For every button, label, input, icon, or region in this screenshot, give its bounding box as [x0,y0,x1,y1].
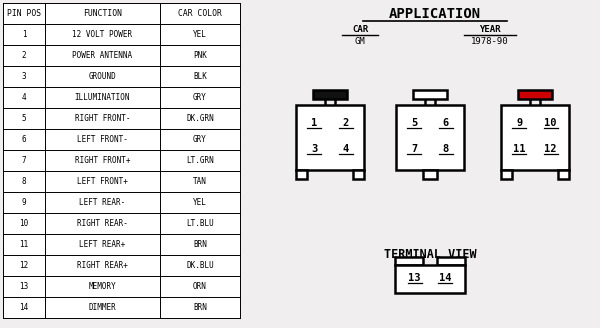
Text: LEFT FRONT-: LEFT FRONT- [77,135,128,144]
Text: DK.BLU: DK.BLU [186,261,214,270]
Text: 13: 13 [409,273,421,283]
Text: ORN: ORN [193,282,207,291]
Text: 12 VOLT POWER: 12 VOLT POWER [73,30,133,39]
Text: 13: 13 [19,282,29,291]
Text: 11: 11 [19,240,29,249]
Text: MEMORY: MEMORY [89,282,116,291]
Text: LEFT FRONT+: LEFT FRONT+ [77,177,128,186]
Text: 6: 6 [22,135,26,144]
Text: RIGHT FRONT-: RIGHT FRONT- [75,114,130,123]
Text: BRN: BRN [193,303,207,312]
Text: YEL: YEL [193,198,207,207]
Bar [413,90,447,99]
Text: GRY: GRY [193,93,207,102]
Text: BLK: BLK [193,72,207,81]
Text: APPLICATION: APPLICATION [389,7,481,21]
Bar [3,3,240,318]
Bar [558,170,569,179]
Text: YEL: YEL [193,30,207,39]
Text: POWER ANTENNA: POWER ANTENNA [73,51,133,60]
Text: TAN: TAN [193,177,207,186]
Text: DK.GRN: DK.GRN [186,114,214,123]
Text: LEFT REAR+: LEFT REAR+ [79,240,125,249]
Text: RIGHT REAR+: RIGHT REAR+ [77,261,128,270]
Bar [396,105,464,170]
Text: GROUND: GROUND [89,72,116,81]
Text: 7: 7 [411,144,418,154]
Bar [395,265,465,293]
Text: PIN POS: PIN POS [7,9,41,18]
Text: ILLUMINATION: ILLUMINATION [75,93,130,102]
Text: YEAR: YEAR [479,26,501,34]
Text: PNK: PNK [193,51,207,60]
Text: 12: 12 [544,144,557,154]
Text: 5: 5 [411,118,418,128]
Text: 4: 4 [343,144,349,154]
Text: 10: 10 [544,118,557,128]
Text: GM: GM [355,37,365,47]
Text: LT.GRN: LT.GRN [186,156,214,165]
Text: 6: 6 [443,118,449,128]
Bar [437,257,465,265]
Text: 1: 1 [311,118,317,128]
Text: 14: 14 [19,303,29,312]
Text: 12: 12 [19,261,29,270]
Bar [353,170,364,179]
Text: RIGHT FRONT+: RIGHT FRONT+ [75,156,130,165]
Text: 7: 7 [22,156,26,165]
Bar [501,105,569,170]
Text: 8: 8 [443,144,449,154]
Bar [395,257,423,265]
Bar [296,105,364,170]
Text: 2: 2 [22,51,26,60]
Bar [423,170,437,179]
Text: 8: 8 [22,177,26,186]
Text: 1978-90: 1978-90 [471,37,509,47]
Text: 5: 5 [22,114,26,123]
Text: 9: 9 [22,198,26,207]
Text: 1: 1 [22,30,26,39]
Text: LEFT REAR-: LEFT REAR- [79,198,125,207]
Text: 11: 11 [513,144,526,154]
Text: RIGHT REAR-: RIGHT REAR- [77,219,128,228]
Text: 9: 9 [516,118,523,128]
Text: CAR: CAR [352,26,368,34]
Text: 4: 4 [22,93,26,102]
Text: TERMINAL VIEW: TERMINAL VIEW [383,249,476,261]
Text: FUNCTION: FUNCTION [83,9,122,18]
Bar [501,170,512,179]
Bar [313,90,347,99]
Text: 2: 2 [343,118,349,128]
Text: LT.BLU: LT.BLU [186,219,214,228]
Text: 14: 14 [439,273,452,283]
Text: BRN: BRN [193,240,207,249]
Text: 10: 10 [19,219,29,228]
Text: CAR COLOR: CAR COLOR [178,9,222,18]
Text: 3: 3 [311,144,317,154]
Bar [296,170,307,179]
Text: 3: 3 [22,72,26,81]
Bar [518,90,552,99]
Text: DIMMER: DIMMER [89,303,116,312]
Text: GRY: GRY [193,135,207,144]
